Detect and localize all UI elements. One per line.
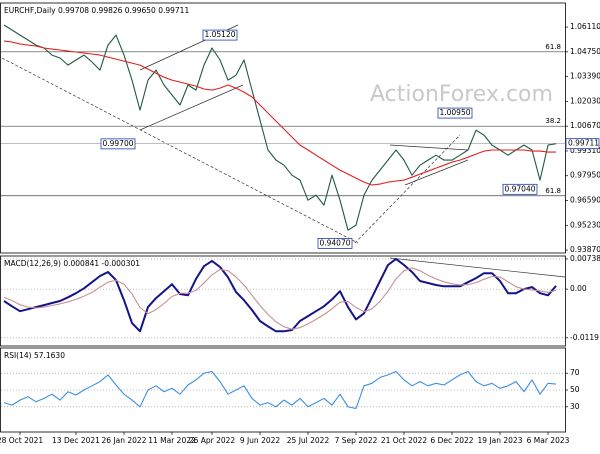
- x-tick-label: 26 Apr 2022: [189, 436, 236, 445]
- triangle-line: [389, 144, 469, 151]
- y-tick-label: 30: [570, 402, 580, 411]
- y-tick-label: 1.04750: [570, 47, 600, 56]
- series-line: [3, 40, 556, 186]
- x-tick-label: 9 Jun 2022: [240, 436, 281, 445]
- channel-line: [139, 84, 244, 131]
- x-tick-label: 28 Oct 2021: [0, 436, 43, 445]
- macd-trendline: [389, 257, 566, 278]
- y-tick-label: 70: [570, 368, 580, 377]
- level-label: 61.8: [545, 43, 561, 51]
- y-tick-label: 1.03390: [570, 72, 600, 81]
- y-tick-label: -0.0119: [570, 333, 599, 342]
- y-tick-label: 0.93870: [570, 245, 600, 254]
- y-tick-label: 0.007384: [570, 254, 600, 263]
- panel-title: RSI(14) 57.1630: [4, 351, 65, 360]
- level-label: 38.2: [545, 117, 561, 125]
- y-tick-label: 0.96590: [570, 196, 600, 205]
- annotation-box: [437, 107, 473, 119]
- trendline: [354, 134, 461, 244]
- y-tick-label: 0.95230: [570, 220, 600, 229]
- y-tick-label: 0.00: [570, 284, 587, 293]
- y-tick-label: 0.97950: [570, 171, 600, 180]
- y-tick-label: 0.99310: [570, 146, 600, 155]
- annotation-box: [100, 138, 136, 150]
- y-tick-label: 1.06110: [570, 22, 600, 31]
- y-tick-label: 1.00670: [570, 121, 600, 130]
- annotation-label: 0.97040: [504, 184, 535, 193]
- triangle-line: [404, 159, 469, 186]
- panel-frame: [0, 255, 566, 347]
- panel-title: MACD(12,26,9) 0.000841 -0.000301: [4, 259, 140, 268]
- watermark: ActionForex.com: [370, 82, 553, 107]
- x-tick-label: 7 Sep 2022: [335, 436, 378, 445]
- annotation-label: 0.99700: [102, 139, 133, 148]
- series-line: [3, 267, 557, 330]
- y-tick-label: 1.02030: [570, 96, 600, 105]
- panel-title: EURCHF,Daily 0.99708 0.99826 0.99650 0.9…: [4, 6, 189, 15]
- trendline: [1, 57, 359, 244]
- y-tick-label: 50: [570, 385, 580, 394]
- x-tick-label: 21 Oct 2022: [381, 436, 428, 445]
- x-tick-label: 13 Dec 2021: [52, 436, 100, 445]
- x-tick-label: 11 Mar 2022: [148, 436, 196, 445]
- panel-frame: [0, 2, 566, 254]
- x-tick-label: 6 Mar 2023: [527, 436, 570, 445]
- series-line: [3, 370, 557, 410]
- last-price-box: [565, 138, 600, 150]
- annotation-box: [317, 238, 353, 249]
- annotation-label: 1.05120: [204, 30, 235, 39]
- annotation-box: [502, 183, 538, 195]
- trendlines: [1, 24, 566, 278]
- x-tick-label: 26 Jan 2022: [102, 436, 147, 445]
- annotation-box: [202, 29, 238, 41]
- annotation-label: 1.00950: [439, 108, 470, 117]
- x-tick-label: 19 Jan 2023: [478, 436, 523, 445]
- level-label: 61.8: [545, 187, 561, 195]
- last-price-label: 0.99711: [568, 139, 599, 148]
- x-tick-label: 6 Dec 2022: [430, 436, 473, 445]
- annotation-label: 0.94070: [319, 238, 350, 247]
- x-tick-label: 25 Jul 2022: [287, 436, 330, 445]
- series-line: [3, 24, 557, 231]
